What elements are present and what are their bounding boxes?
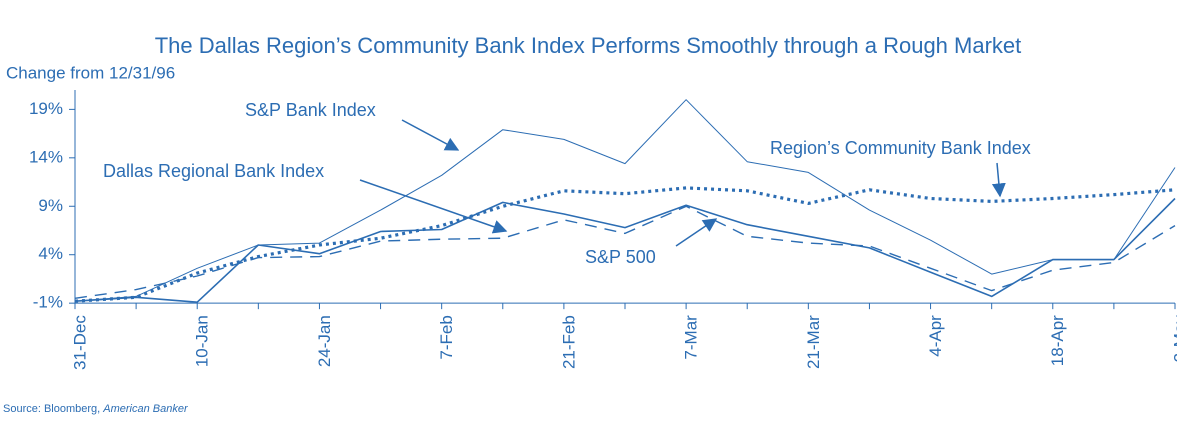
annotation: Region’s Community Bank Index [770, 138, 1031, 158]
x-tick-label: 18-Apr [1048, 315, 1067, 366]
annotation: S&P 500 [585, 247, 656, 267]
annotation: Dallas Regional Bank Index [103, 161, 324, 181]
y-axis-label: Change from 12/31/96 [6, 63, 175, 82]
arrow [401, 119, 460, 151]
source-prefix: Source: Bloomberg, [3, 403, 100, 415]
series-line [74, 197, 1176, 303]
arrow [359, 179, 508, 234]
y-tick-label: 14% [29, 147, 63, 166]
x-tick-label: 24-Jan [315, 315, 334, 367]
x-tick-label: 21-Feb [559, 315, 578, 369]
x-tick-label: 31-Dec [70, 315, 89, 370]
x-tick-label: 2-May [1170, 315, 1177, 363]
y-tick-label: 19% [29, 99, 63, 118]
y-tick-label: 9% [38, 196, 63, 215]
source: Source: Bloomberg, American Banker [3, 403, 189, 415]
y-tick-label: -1% [33, 293, 63, 312]
y-tick-label: 4% [38, 244, 63, 263]
series-line [74, 205, 1176, 299]
series-line [74, 186, 1176, 303]
source-italic: American Banker [102, 403, 189, 415]
arrow [675, 218, 718, 247]
x-tick-label: 7-Feb [437, 315, 456, 359]
x-tick-label: 21-Mar [804, 315, 823, 369]
annotation: S&P Bank Index [245, 100, 376, 120]
x-tick-label: 10-Jan [193, 315, 212, 367]
chart-title: The Dallas Region’s Community Bank Index… [155, 33, 1022, 58]
x-tick-label: 4-Apr [926, 315, 945, 357]
arrow [991, 162, 1006, 198]
x-tick-label: 7-Mar [682, 315, 701, 360]
